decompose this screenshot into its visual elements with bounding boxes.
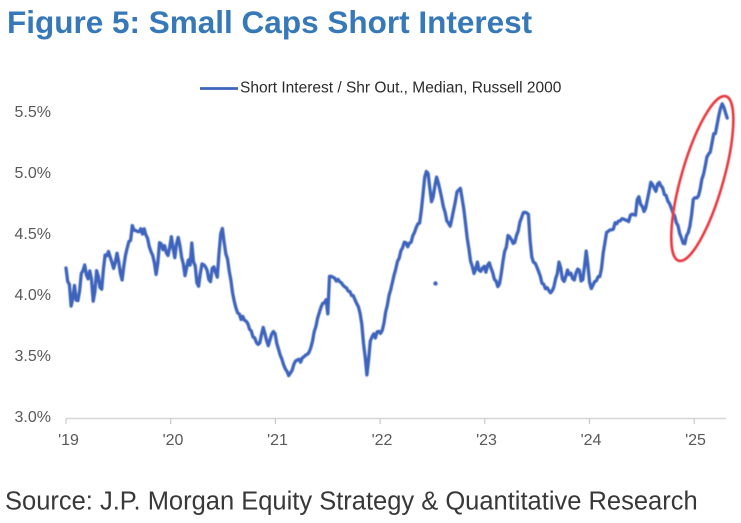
svg-text:'21: '21 (267, 432, 288, 449)
svg-text:3.0%: 3.0% (15, 409, 51, 426)
svg-text:'22: '22 (372, 432, 393, 449)
svg-text:'20: '20 (163, 432, 184, 449)
svg-text:Figure 5: Small Caps Short Int: Figure 5: Small Caps Short Interest (7, 4, 533, 40)
svg-text:5.5%: 5.5% (15, 104, 51, 121)
svg-text:4.0%: 4.0% (15, 287, 51, 304)
svg-text:'25: '25 (685, 432, 706, 449)
svg-text:'24: '24 (581, 432, 602, 449)
svg-text:3.5%: 3.5% (15, 348, 51, 365)
svg-text:'19: '19 (58, 432, 79, 449)
svg-text:Short Interest / Shr Out., Med: Short Interest / Shr Out., Median, Russe… (240, 80, 562, 97)
svg-text:'23: '23 (476, 432, 497, 449)
svg-text:4.5%: 4.5% (15, 226, 51, 243)
svg-text:Source: J.P. Morgan Equity Str: Source: J.P. Morgan Equity Strategy & Qu… (5, 488, 698, 516)
svg-text:5.0%: 5.0% (15, 165, 51, 182)
